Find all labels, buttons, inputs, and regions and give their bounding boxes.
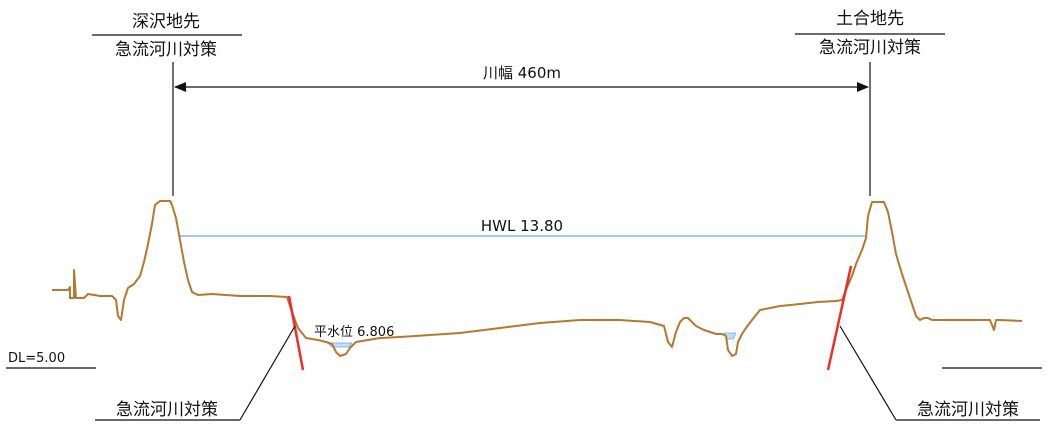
normal-water-level-label: 平水位 6.806 xyxy=(314,325,394,340)
left-site-subtitle: 急流河川対策 xyxy=(115,40,217,60)
left-countermeasure-line xyxy=(287,295,305,371)
callout-right: 急流河川対策 xyxy=(839,325,1040,421)
right-site-subtitle: 急流河川対策 xyxy=(819,38,921,58)
right-countermeasure-line xyxy=(826,265,853,371)
right-site-name: 土合地先 xyxy=(836,9,904,29)
ground-profile xyxy=(52,200,1023,357)
hwl-label: HWL 13.80 xyxy=(481,217,563,235)
callout-right-label: 急流河川対策 xyxy=(917,400,1019,420)
left-site-name: 深沢地先 xyxy=(132,12,200,32)
left-site-label: 深沢地先 急流河川対策 xyxy=(92,12,242,60)
river-width-dimension: 川幅 460m xyxy=(172,62,871,196)
river-width-label: 川幅 460m xyxy=(483,64,561,82)
callout-left-label: 急流河川対策 xyxy=(116,400,218,420)
callout-left: 急流河川対策 xyxy=(95,325,296,421)
datum-reference: DL=5.00 xyxy=(6,351,1042,369)
callout-left-leader xyxy=(239,325,296,421)
callout-right-leader xyxy=(839,325,897,421)
high-water-level: HWL 13.80 xyxy=(178,217,866,237)
right-site-label: 土合地先 急流河川対策 xyxy=(795,9,945,58)
datum-label: DL=5.00 xyxy=(8,351,65,366)
